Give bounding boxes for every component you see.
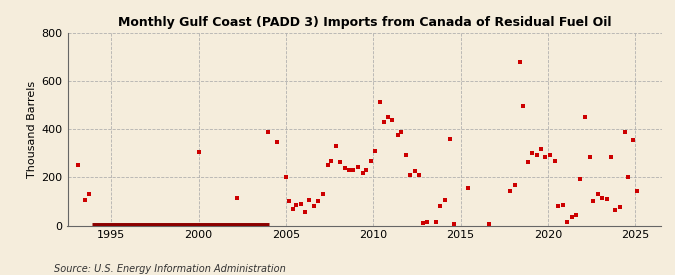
Point (317, 192, 328, 196)
Point (361, 168, 372, 172)
Point (263, 130, 274, 134)
Point (570, 213, 581, 217)
Point (296, 202, 306, 206)
Point (544, 152, 555, 157)
Point (540, 155, 551, 159)
Point (404, 173, 415, 177)
Point (232, 196, 242, 200)
Point (281, 175, 292, 180)
Point (73, 163, 84, 167)
Point (549, 158, 560, 163)
Point (400, 152, 411, 157)
Point (579, 115, 590, 119)
Point (553, 204, 564, 208)
Point (418, 221, 429, 225)
Point (431, 220, 441, 224)
Point (558, 203, 568, 207)
Point (291, 203, 302, 207)
Point (575, 176, 586, 181)
Point (610, 208, 620, 212)
Point (80, 198, 90, 202)
Y-axis label: Thousand Barrels: Thousand Barrels (28, 81, 37, 178)
Point (375, 99, 385, 104)
Point (422, 220, 433, 224)
Point (445, 137, 456, 141)
Point (348, 168, 358, 172)
Point (602, 197, 613, 201)
Point (585, 155, 595, 159)
Point (588, 199, 599, 204)
Point (300, 210, 310, 214)
Point (303, 198, 314, 202)
Point (323, 163, 333, 167)
Point (448, 222, 459, 227)
Point (378, 120, 389, 124)
Point (313, 199, 323, 204)
Point (627, 138, 638, 142)
Point (632, 188, 643, 193)
Point (344, 168, 354, 172)
Point (514, 60, 525, 64)
Point (335, 160, 346, 164)
Point (614, 205, 625, 210)
Point (383, 115, 394, 119)
Point (340, 166, 351, 170)
Point (326, 158, 337, 163)
Point (410, 169, 421, 174)
Point (462, 186, 473, 190)
Point (413, 173, 424, 177)
Point (284, 199, 295, 204)
Point (483, 222, 494, 227)
Point (288, 207, 298, 211)
Point (522, 160, 533, 164)
Point (623, 175, 634, 180)
Point (308, 204, 319, 208)
Point (567, 215, 578, 219)
Point (435, 204, 446, 208)
Point (532, 152, 543, 157)
Point (526, 151, 537, 155)
Point (330, 144, 341, 148)
Point (370, 149, 381, 153)
Point (396, 130, 406, 134)
Point (387, 117, 398, 122)
Point (562, 220, 572, 224)
Point (518, 104, 529, 109)
Point (352, 164, 363, 169)
Point (605, 155, 616, 159)
Point (439, 198, 450, 202)
Point (392, 133, 403, 138)
Point (510, 182, 520, 187)
Point (535, 146, 546, 151)
Point (365, 158, 376, 163)
Point (272, 140, 283, 145)
Point (620, 130, 630, 134)
Point (593, 192, 603, 196)
Point (597, 196, 608, 200)
Point (505, 188, 516, 193)
Point (84, 192, 95, 196)
Point (193, 150, 204, 154)
Text: Source: U.S. Energy Information Administration: Source: U.S. Energy Information Administ… (54, 264, 286, 274)
Title: Monthly Gulf Coast (PADD 3) Imports from Canada of Residual Fuel Oil: Monthly Gulf Coast (PADD 3) Imports from… (117, 16, 612, 29)
Point (357, 170, 368, 175)
